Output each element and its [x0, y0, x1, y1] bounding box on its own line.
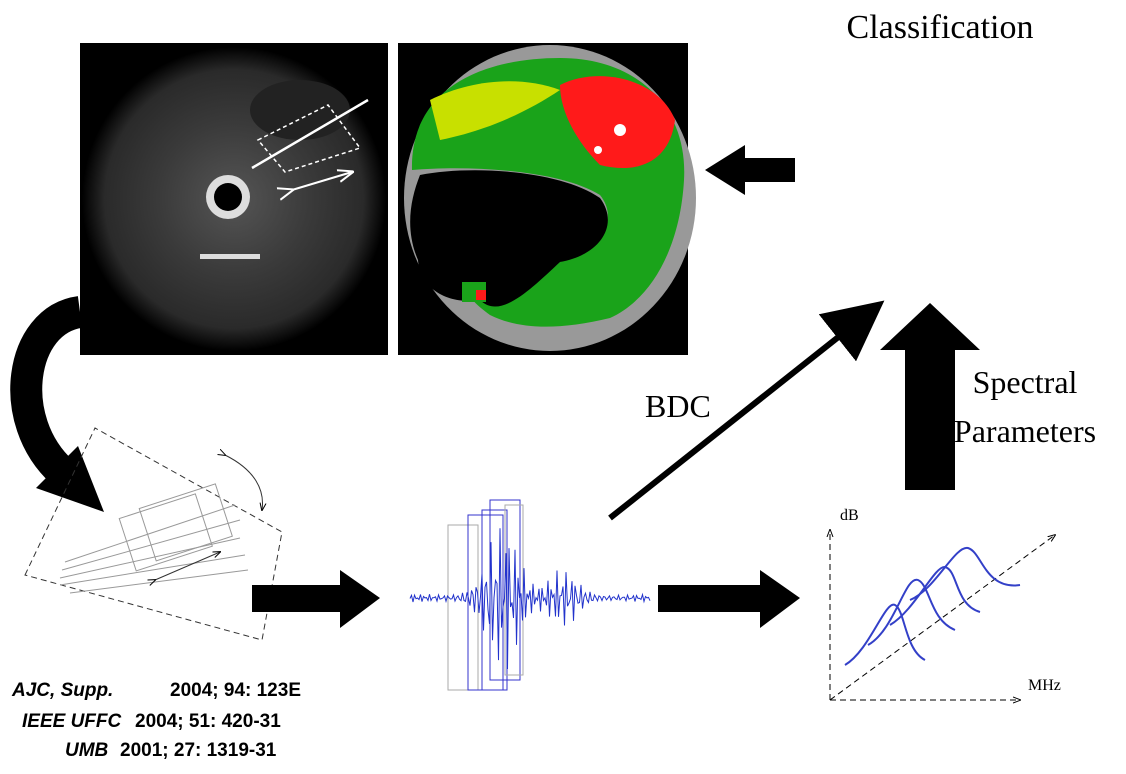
ref-citation: 2001; 27: 1319-31 [120, 740, 277, 761]
arrow-left [705, 145, 795, 195]
spectral-label: Spectral [973, 364, 1078, 400]
diagram: Classification Spectral Parameters BDC d… [0, 0, 1126, 774]
ref-citation: 2004; 94: 123E [170, 680, 301, 701]
artifact [200, 254, 260, 259]
window [119, 494, 212, 571]
vh-image [398, 43, 696, 355]
arrow-right [658, 570, 800, 628]
calcium [614, 124, 626, 136]
arrow-right [252, 570, 380, 628]
scan-lines [60, 505, 248, 593]
diagonal [830, 535, 1055, 700]
rotation-arrow [225, 455, 263, 510]
ref-journal: AJC, Supp. [11, 680, 113, 701]
classification-label: Classification [847, 9, 1034, 46]
rf-signal [410, 500, 650, 690]
window [139, 484, 232, 561]
window [448, 525, 478, 690]
shift-arrow [155, 552, 220, 580]
ref-journal: UMB [65, 740, 109, 761]
ref-citation: 2004; 51: 420-31 [135, 711, 281, 732]
calcium [594, 146, 602, 154]
x-axis-label: MHz [1028, 677, 1061, 694]
necrotic-core [476, 290, 486, 300]
ivus-image [80, 43, 388, 355]
spectrum-curve [868, 580, 955, 645]
catheter [214, 183, 242, 211]
arrow-up [880, 303, 980, 490]
waveform [410, 528, 650, 669]
spectrum-plot: dB MHz [830, 507, 1061, 700]
spectral-label: Parameters [954, 413, 1096, 449]
ref-journal: IEEE UFFC [22, 711, 122, 732]
curved-arrow [26, 312, 80, 472]
spectrum-curve [845, 605, 925, 665]
y-axis-label: dB [840, 507, 859, 524]
bdc-label: BDC [645, 388, 711, 424]
dark-region [250, 80, 350, 140]
